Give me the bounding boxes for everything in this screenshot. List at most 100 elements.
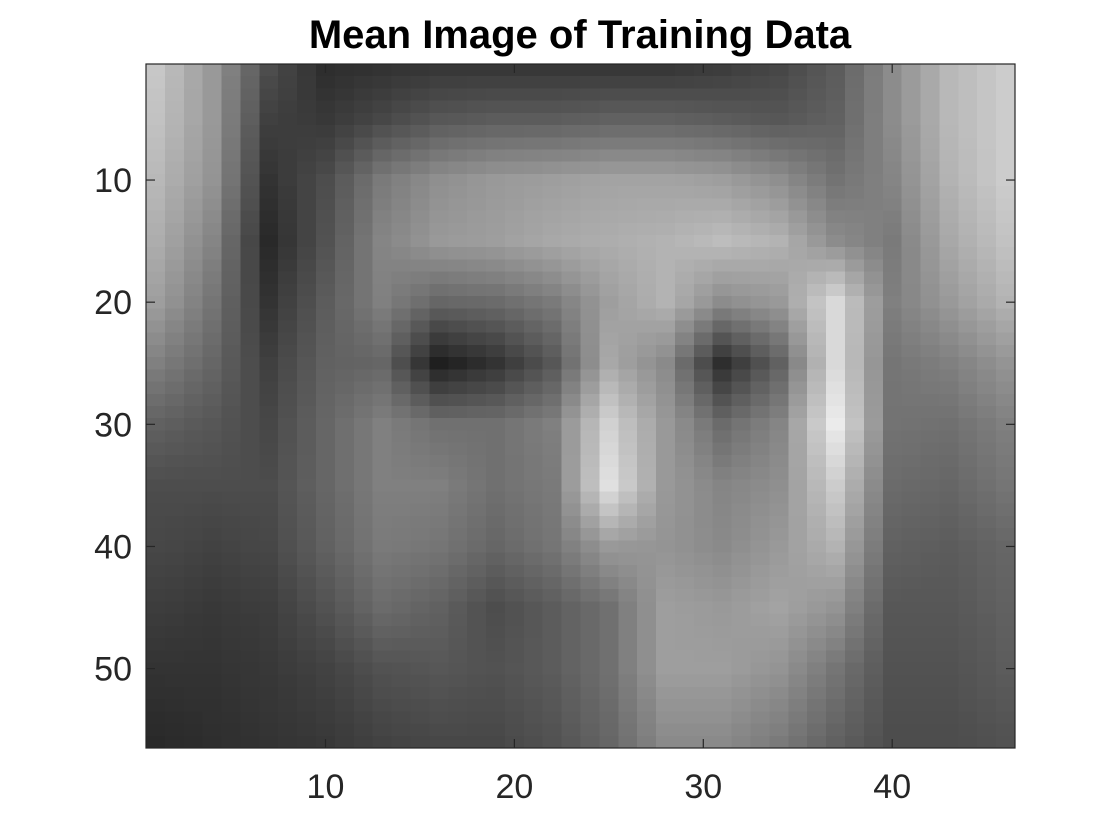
heatmap-cell — [618, 552, 638, 566]
heatmap-cell — [807, 222, 827, 236]
heatmap-cell — [334, 76, 355, 90]
heatmap-cell — [183, 357, 204, 370]
heatmap-cell — [164, 137, 185, 151]
heatmap-cell — [429, 332, 449, 346]
heatmap-cell — [183, 406, 204, 419]
heatmap-cell — [467, 650, 487, 664]
heatmap-cell — [504, 320, 525, 334]
heatmap-cell — [240, 259, 260, 273]
heatmap-cell — [467, 735, 487, 749]
heatmap-cell — [901, 76, 922, 90]
heatmap-cell — [523, 308, 544, 322]
heatmap-cell — [448, 259, 468, 273]
heatmap-cell — [693, 357, 714, 370]
heatmap-cell — [977, 564, 997, 578]
heatmap-cell — [618, 271, 638, 285]
heatmap-cell — [844, 76, 865, 90]
heatmap-cell — [504, 149, 525, 163]
heatmap-cell — [467, 503, 487, 517]
heatmap-cell — [920, 125, 941, 138]
heatmap-cell — [977, 540, 997, 554]
heatmap-cell — [656, 296, 676, 309]
heatmap-cell — [788, 296, 808, 309]
heatmap-cell — [391, 650, 412, 664]
heatmap-cell — [712, 552, 733, 566]
heatmap-cell — [769, 491, 789, 505]
heatmap-cell — [523, 381, 544, 395]
heatmap-cell — [486, 112, 506, 126]
heatmap-cell — [391, 515, 412, 529]
heatmap-cell — [844, 577, 865, 590]
heatmap-cell — [391, 125, 412, 138]
heatmap-cell — [750, 161, 771, 175]
heatmap-cell — [788, 320, 808, 334]
heatmap-cell — [146, 735, 166, 749]
heatmap-cell — [599, 552, 619, 566]
heatmap-cell — [561, 735, 582, 749]
heatmap-cell — [788, 64, 808, 77]
heatmap-cell — [259, 723, 279, 737]
heatmap-cell — [334, 418, 355, 432]
heatmap-cell — [486, 674, 506, 688]
heatmap-cell — [467, 430, 487, 444]
heatmap-cell — [637, 369, 657, 383]
heatmap-cell — [278, 344, 298, 358]
heatmap-cell — [580, 271, 600, 285]
heatmap-cell — [844, 686, 865, 700]
heatmap-cell — [410, 406, 430, 419]
heatmap-cell — [750, 638, 771, 651]
heatmap-cell — [561, 540, 582, 554]
heatmap-cell — [542, 491, 563, 505]
heatmap-cell — [561, 100, 582, 114]
heatmap-cell — [637, 88, 657, 102]
heatmap-cell — [334, 296, 355, 309]
heatmap-cell — [334, 308, 355, 322]
heatmap-cell — [334, 686, 355, 700]
heatmap-cell — [504, 515, 525, 529]
heatmap-cell — [334, 577, 355, 590]
heatmap-cell — [523, 112, 544, 126]
heatmap-cell — [750, 198, 771, 212]
heatmap-cell — [637, 467, 657, 480]
heatmap-cell — [637, 699, 657, 712]
heatmap-cell — [429, 210, 449, 224]
heatmap-cell — [429, 406, 449, 419]
heatmap-cell — [410, 222, 430, 236]
heatmap-cell — [637, 283, 657, 297]
heatmap-cell — [183, 625, 204, 639]
heatmap-cell — [580, 613, 600, 627]
heatmap-cell — [183, 161, 204, 175]
heatmap-cell — [656, 515, 676, 529]
heatmap-cell — [788, 222, 808, 236]
heatmap-cell — [920, 528, 941, 541]
heatmap-cell — [297, 699, 317, 712]
heatmap-cell — [826, 442, 846, 456]
heatmap-cell — [486, 344, 506, 358]
heatmap-cell — [240, 357, 260, 370]
heatmap-cell — [278, 491, 298, 505]
heatmap-cell — [164, 650, 185, 664]
heatmap-cell — [637, 76, 657, 90]
heatmap-cell — [429, 625, 449, 639]
heatmap-cell — [939, 296, 959, 309]
heatmap-cell — [146, 173, 166, 187]
heatmap-cell — [807, 198, 827, 212]
heatmap-cell — [410, 308, 430, 322]
heatmap-cell — [240, 88, 260, 102]
heatmap-cell — [334, 64, 355, 77]
heatmap-cell — [996, 564, 1016, 578]
heatmap-cell — [674, 186, 695, 199]
heatmap-cell — [863, 540, 884, 554]
heatmap-cell — [391, 88, 412, 102]
heatmap-cell — [939, 259, 959, 273]
heatmap-cell — [467, 589, 487, 603]
heatmap-cell — [674, 577, 695, 590]
heatmap-cell — [429, 723, 449, 737]
axes-box — [145, 63, 1016, 749]
heatmap-cell — [486, 100, 506, 114]
heatmap-cell — [561, 589, 582, 603]
heatmap-cell — [826, 625, 846, 639]
heatmap-cell — [504, 613, 525, 627]
heatmap-cell — [353, 173, 374, 187]
heatmap-cell — [523, 467, 544, 480]
